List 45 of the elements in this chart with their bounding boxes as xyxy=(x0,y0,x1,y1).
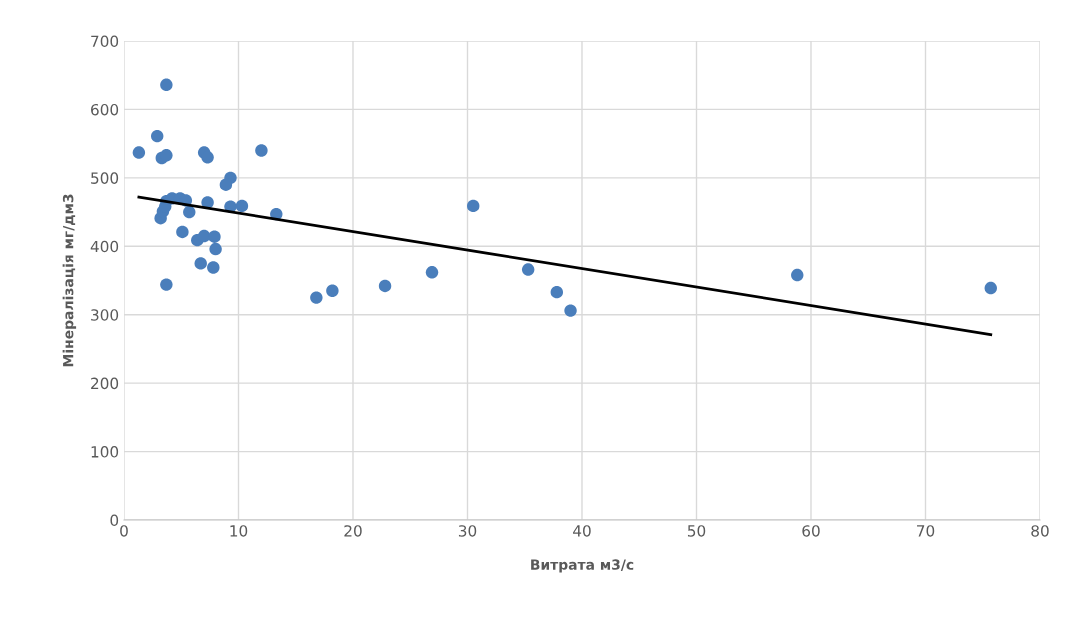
point xyxy=(201,151,214,164)
point xyxy=(550,285,564,299)
y-tick-label: 300 xyxy=(91,309,119,321)
x-tick-label: 0 xyxy=(120,525,128,537)
point xyxy=(326,284,339,297)
point xyxy=(467,199,480,213)
point xyxy=(564,304,577,317)
point xyxy=(984,281,997,295)
y-axis-title: Мінералізація мг/дм3 xyxy=(62,194,77,367)
point xyxy=(160,278,173,291)
point xyxy=(176,225,189,239)
point xyxy=(378,279,392,293)
point xyxy=(194,257,207,270)
point xyxy=(235,199,249,213)
y-tick-label: 200 xyxy=(91,377,119,390)
point xyxy=(160,149,173,162)
point xyxy=(521,263,535,276)
x-tick-label: 20 xyxy=(344,525,362,537)
x-tick-label: 10 xyxy=(230,525,248,537)
point xyxy=(197,229,211,243)
point xyxy=(219,178,233,191)
y-tick-label: 100 xyxy=(91,446,119,458)
point xyxy=(208,230,221,243)
point xyxy=(209,242,222,256)
x-tick-label: 70 xyxy=(917,525,935,537)
point xyxy=(310,291,323,304)
x-tick-label: 60 xyxy=(802,525,820,537)
point xyxy=(183,205,196,219)
x-tick-label: 30 xyxy=(458,525,477,537)
point xyxy=(207,261,220,274)
y-tick-label: 500 xyxy=(91,172,119,184)
y-tick-label: 600 xyxy=(91,103,119,116)
point xyxy=(255,144,268,157)
y-tick-label: 400 xyxy=(90,240,119,253)
x-tick-label: 40 xyxy=(573,525,591,537)
point xyxy=(425,266,439,279)
x-tick-label: 80 xyxy=(1031,525,1049,537)
point xyxy=(132,146,146,159)
point xyxy=(160,78,173,92)
x-axis-title: Витрата м3/с xyxy=(531,559,634,573)
y-tick-label: 700 xyxy=(91,35,119,48)
point xyxy=(791,268,804,282)
x-tick-label: 50 xyxy=(687,525,706,537)
point xyxy=(150,129,164,143)
y-tick-label: 0 xyxy=(110,514,119,527)
